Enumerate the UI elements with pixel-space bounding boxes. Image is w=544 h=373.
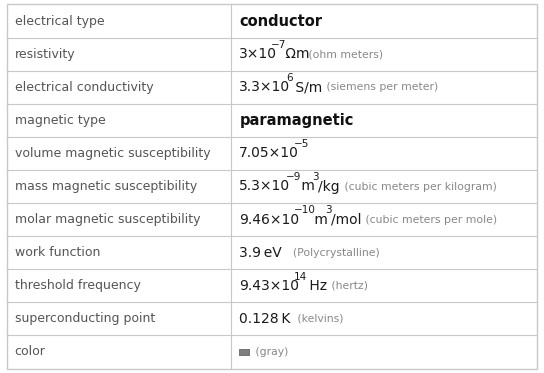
Text: −9: −9: [286, 172, 301, 182]
Text: magnetic type: magnetic type: [15, 114, 106, 127]
Text: (hertz): (hertz): [328, 281, 368, 291]
Text: 3: 3: [312, 172, 319, 182]
Text: (gray): (gray): [252, 347, 288, 357]
Text: paramagnetic: paramagnetic: [239, 113, 354, 128]
Text: volume magnetic susceptibility: volume magnetic susceptibility: [15, 147, 211, 160]
Text: (cubic meters per mole): (cubic meters per mole): [362, 214, 497, 225]
Text: molar magnetic susceptibility: molar magnetic susceptibility: [15, 213, 200, 226]
Text: (kelvins): (kelvins): [294, 314, 343, 324]
Text: 9.43×10: 9.43×10: [239, 279, 299, 293]
Text: m: m: [310, 213, 328, 226]
Text: conductor: conductor: [239, 13, 323, 28]
Text: −5: −5: [294, 139, 309, 149]
Text: electrical conductivity: electrical conductivity: [15, 81, 153, 94]
Text: 3×10: 3×10: [239, 47, 277, 61]
Text: 3.3×10: 3.3×10: [239, 80, 290, 94]
Text: 5.3×10: 5.3×10: [239, 179, 290, 194]
Text: 6: 6: [286, 73, 293, 83]
Text: −10: −10: [294, 205, 316, 215]
Text: 14: 14: [294, 272, 307, 282]
Text: threshold frequency: threshold frequency: [15, 279, 140, 292]
Text: m: m: [297, 179, 315, 194]
Text: Hz: Hz: [305, 279, 327, 293]
Text: resistivity: resistivity: [15, 48, 75, 61]
Text: /mol: /mol: [331, 213, 362, 226]
Text: 0.128 K: 0.128 K: [239, 312, 290, 326]
Text: mass magnetic susceptibility: mass magnetic susceptibility: [15, 180, 197, 193]
Text: 7.05×10: 7.05×10: [239, 147, 299, 160]
Text: color: color: [15, 345, 46, 358]
Text: electrical type: electrical type: [15, 15, 104, 28]
Text: (siemens per meter): (siemens per meter): [323, 82, 438, 92]
Text: (Polycrystalline): (Polycrystalline): [286, 248, 380, 258]
Text: 9.46×10: 9.46×10: [239, 213, 300, 226]
Text: S/m: S/m: [292, 80, 323, 94]
Text: superconducting point: superconducting point: [15, 312, 155, 325]
Text: −7: −7: [270, 40, 286, 50]
Text: 3.9 eV: 3.9 eV: [239, 246, 282, 260]
Text: 3: 3: [326, 205, 332, 215]
Bar: [239, 349, 249, 355]
Text: work function: work function: [15, 246, 100, 259]
Text: (ohm meters): (ohm meters): [305, 49, 383, 59]
Text: /kg: /kg: [318, 179, 339, 194]
Text: Ωm: Ωm: [281, 47, 310, 61]
Text: (cubic meters per kilogram): (cubic meters per kilogram): [341, 182, 497, 191]
